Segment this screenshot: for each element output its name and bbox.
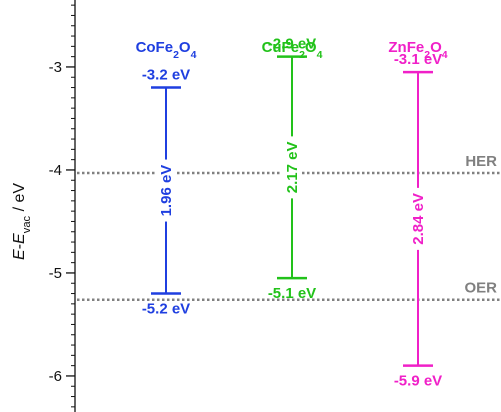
gap-label-background (408, 187, 428, 250)
band-gap-label: 1.96 eV (158, 165, 175, 217)
vb-value-label: -5.2 eV (142, 301, 190, 318)
band-gap-label: 2.84 eV (410, 193, 427, 245)
y-tick-label: -3 (49, 59, 62, 76)
y-tick-label: -4 (49, 162, 62, 179)
cb-value-label: -3.2 eV (142, 67, 190, 84)
y-tick-label: -5 (49, 265, 62, 282)
material-label-cofe2o4: CoFe2O4 (136, 39, 197, 61)
band-gap-label: 2.17 eV (284, 142, 301, 194)
reference-label-her: HER (465, 153, 497, 170)
cb-value-label: -3.1 eV (394, 51, 442, 68)
material-label-znfe2o4: ZnFe2O4 (388, 39, 447, 61)
vb-value-label: -5.9 eV (394, 373, 442, 390)
cb-value-label: -2.9 eV (268, 36, 316, 53)
gap-label-background (282, 136, 302, 199)
reference-label-oer: OER (464, 280, 497, 297)
gap-label-background (156, 159, 176, 222)
material-label-cufe2o4: CuFe2O4 (262, 39, 323, 61)
y-axis-title: E-Evac / eV (11, 183, 33, 260)
vb-value-label: -5.1 eV (268, 285, 316, 302)
y-tick-label: -6 (49, 368, 62, 385)
